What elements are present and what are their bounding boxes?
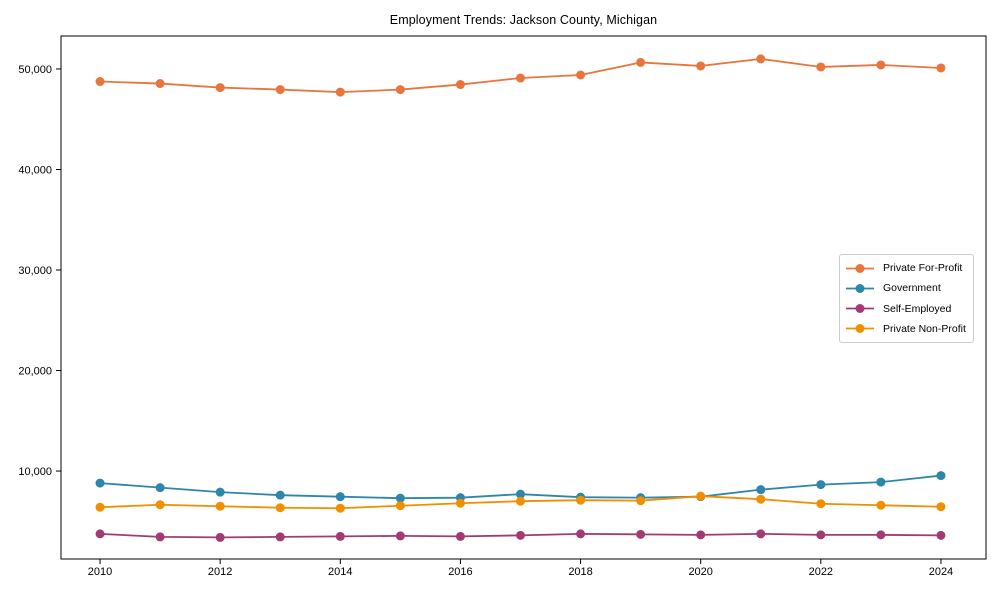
data-point-government (756, 485, 766, 495)
legend-label: Self-Employed (883, 302, 952, 315)
x-tick-label: 2012 (208, 566, 232, 578)
data-point-private-for-profit (335, 87, 345, 97)
legend-item-government: Government (845, 278, 967, 298)
legend-line-marker-icon (846, 283, 874, 293)
data-point-private-for-profit (696, 61, 706, 71)
data-point-self-employed (335, 531, 345, 541)
data-point-government (95, 478, 105, 488)
plot-border (60, 35, 987, 560)
data-point-private-non-profit (335, 503, 345, 513)
x-tick-label: 2016 (448, 566, 472, 578)
data-point-private-for-profit (816, 62, 826, 72)
data-point-private-for-profit (756, 54, 766, 64)
legend-line-marker-icon (846, 324, 874, 334)
data-point-self-employed (876, 530, 886, 540)
data-point-private-for-profit (95, 77, 105, 87)
x-tick-label: 2020 (688, 566, 712, 578)
data-point-private-for-profit (936, 63, 946, 73)
x-tick-label: 2018 (568, 566, 592, 578)
y-tick-label: 50,000 (18, 64, 52, 76)
y-tick-label: 40,000 (18, 164, 52, 176)
data-point-self-employed (275, 532, 285, 542)
data-point-private-for-profit (275, 85, 285, 95)
data-point-self-employed (696, 530, 706, 540)
data-point-self-employed (576, 529, 586, 539)
data-point-government (936, 471, 946, 481)
legend: Private For-Profit Government Self-Emplo… (839, 254, 974, 343)
data-point-government (335, 492, 345, 502)
x-tick-label: 2024 (929, 566, 953, 578)
data-point-self-employed (756, 529, 766, 539)
data-point-private-non-profit (696, 491, 706, 501)
legend-item-private-non-profit: Private Non-Profit (845, 319, 967, 339)
x-tick-label: 2010 (88, 566, 112, 578)
data-point-private-non-profit (95, 502, 105, 512)
legend-item-private-for-profit: Private For-Profit (845, 258, 967, 278)
data-point-self-employed (155, 532, 165, 542)
data-point-private-non-profit (756, 494, 766, 504)
y-tick-label: 10,000 (18, 466, 52, 478)
data-point-self-employed (395, 531, 405, 541)
x-tick-label: 2014 (328, 566, 352, 578)
data-point-government (816, 480, 826, 490)
data-point-private-non-profit (576, 495, 586, 505)
y-tick-label: 30,000 (18, 265, 52, 277)
data-point-private-non-profit (455, 498, 465, 508)
data-point-private-for-profit (215, 83, 225, 93)
data-point-private-non-profit (215, 501, 225, 511)
data-point-self-employed (95, 529, 105, 539)
data-point-private-non-profit (816, 499, 826, 509)
data-point-private-for-profit (395, 85, 405, 95)
data-point-private-for-profit (876, 60, 886, 70)
data-point-private-non-profit (876, 500, 886, 510)
data-point-private-for-profit (576, 70, 586, 80)
data-point-private-non-profit (936, 502, 946, 512)
data-point-self-employed (636, 529, 646, 539)
data-point-private-for-profit (455, 80, 465, 90)
y-tick-label: 20,000 (18, 365, 52, 377)
data-point-government (275, 490, 285, 500)
data-point-private-non-profit (636, 496, 646, 506)
data-point-private-non-profit (275, 503, 285, 513)
legend-item-self-employed: Self-Employed (845, 299, 967, 319)
data-point-government (395, 493, 405, 503)
data-point-government (155, 483, 165, 493)
x-tick-label: 2022 (809, 566, 833, 578)
data-point-private-for-profit (515, 73, 525, 83)
data-point-self-employed (515, 530, 525, 540)
data-point-self-employed (816, 530, 826, 540)
data-point-self-employed (215, 532, 225, 542)
legend-line-marker-icon (846, 304, 874, 314)
data-point-private-non-profit (515, 496, 525, 506)
data-point-government (876, 477, 886, 487)
chart-title: Employment Trends: Jackson County, Michi… (389, 13, 658, 27)
data-point-private-for-profit (155, 79, 165, 89)
legend-label: Private For-Profit (883, 262, 963, 275)
data-point-private-non-profit (395, 501, 405, 511)
legend-label: Private Non-Profit (883, 322, 966, 335)
data-point-government (515, 489, 525, 499)
data-point-private-non-profit (155, 500, 165, 510)
data-point-government (215, 487, 225, 497)
data-point-self-employed (936, 530, 946, 540)
data-point-private-for-profit (636, 57, 646, 67)
legend-line-marker-icon (846, 263, 874, 273)
data-point-self-employed (455, 531, 465, 541)
legend-label: Government (883, 282, 941, 295)
